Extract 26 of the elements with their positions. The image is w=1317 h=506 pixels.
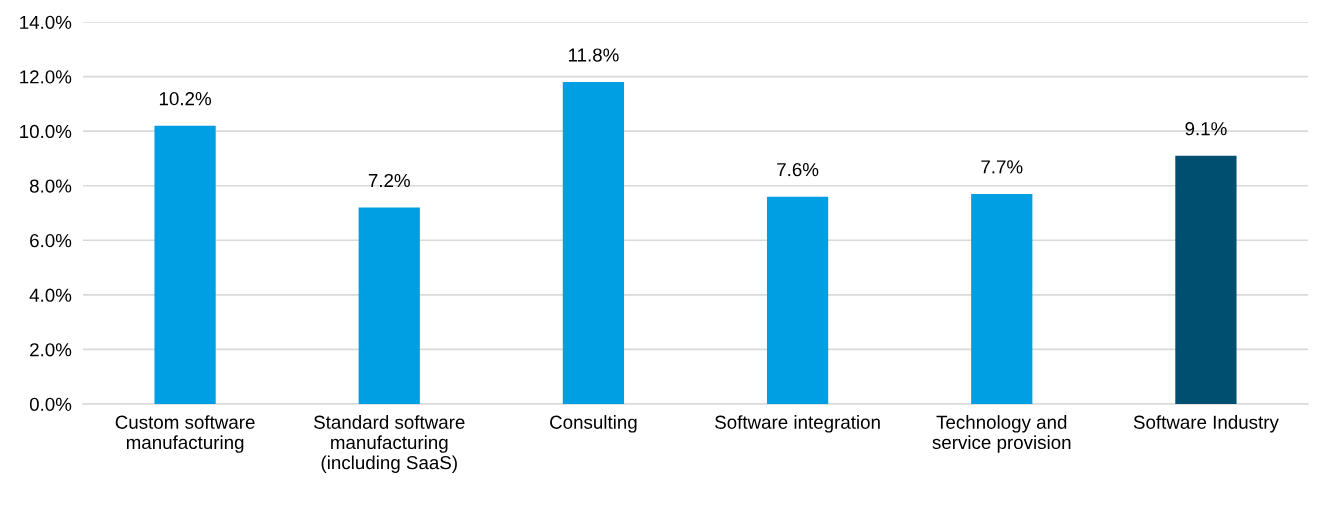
y-tick-label: 6.0% bbox=[30, 233, 72, 248]
bar bbox=[154, 125, 216, 404]
bar bbox=[562, 82, 625, 404]
x-tick-label: Software Industry bbox=[1133, 415, 1279, 433]
y-tick-label: 14.0% bbox=[20, 15, 72, 29]
x-tick-label: Software integration bbox=[715, 415, 880, 433]
y-tick-label: 2.0% bbox=[30, 343, 72, 357]
y-tick-label: 8.0% bbox=[29, 179, 72, 193]
bar bbox=[971, 193, 1033, 404]
x-tick-label: Consulting bbox=[550, 415, 637, 433]
bar bbox=[1175, 155, 1237, 404]
x-tick-label: Standard software manufacturing (including SaaS) bbox=[314, 415, 465, 473]
x-tick-label: Technology and service provision bbox=[932, 415, 1071, 453]
data-label: 10.2% bbox=[159, 92, 211, 106]
bar bbox=[358, 207, 420, 404]
y-tick-label: 10.0% bbox=[20, 124, 72, 139]
y-tick-label: 12.0% bbox=[20, 70, 72, 84]
data-label: 7.2% bbox=[368, 173, 410, 188]
data-label: 9.1% bbox=[1185, 122, 1227, 136]
y-tick-label: 0.0% bbox=[29, 397, 72, 411]
data-label: 7.7% bbox=[981, 160, 1023, 174]
y-tick-label: 4.0% bbox=[29, 288, 72, 302]
x-tick-label: Custom software manufacturing bbox=[115, 415, 255, 453]
data-label: 11.8% bbox=[568, 48, 619, 62]
bar bbox=[766, 196, 829, 404]
data-label: 7.6% bbox=[777, 162, 819, 177]
